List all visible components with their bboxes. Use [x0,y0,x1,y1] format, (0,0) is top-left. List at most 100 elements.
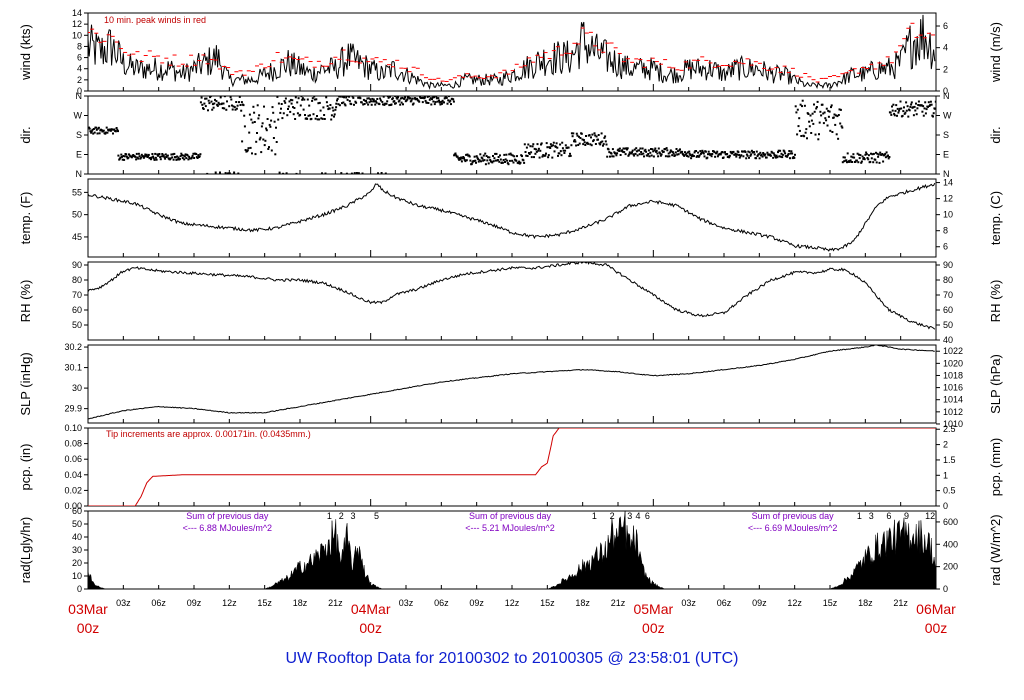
dir-point [137,157,140,160]
dir-point [746,154,749,157]
dir-point [266,118,269,120]
y-tick-label-left: 14 [72,8,82,18]
dir-point [760,153,763,156]
dir-point [736,153,738,156]
ylabel-left-dir: dir. [18,126,33,143]
dir-point [378,103,381,106]
dir-point [554,145,557,148]
dir-point [152,155,155,158]
dir-point [428,98,431,101]
dir-point [282,112,285,115]
dir-point [397,96,399,99]
dir-point [427,102,430,104]
dir-point [655,149,658,152]
dir-point [183,155,186,158]
dir-point [611,148,614,151]
ylabel-right-pcp: pcp. (mm) [988,438,1003,497]
dir-point [735,155,738,158]
dir-point [483,159,486,162]
dir-point [478,159,481,162]
dir-point [561,147,564,150]
dir-point [207,109,209,112]
hour-marker: 1 [592,511,597,521]
dir-point [460,160,463,163]
dir-point [569,152,571,155]
dir-point [577,144,580,146]
dir-point [125,155,128,158]
dir-point [599,141,602,144]
dir-point [238,96,241,98]
dir-point [659,152,662,155]
dir-point [617,148,620,151]
dir-point [755,150,758,153]
dir-point [521,155,523,158]
dir-point [833,113,836,116]
dir-point [88,126,90,129]
dir-point [333,115,335,118]
dir-point [160,155,163,158]
dir-point [219,96,222,99]
dir-point [578,142,581,145]
hour-marker: 1 [327,511,332,521]
dir-point [651,148,654,151]
y-tick-label-right: 1016 [943,383,963,393]
dir-point [764,153,767,156]
y-tick-label-right: N [943,169,950,179]
dir-point [890,113,893,116]
dir-point [216,103,219,106]
dir-point [379,97,382,100]
dir-point [193,157,196,159]
y-tick-label-left: 29.9 [64,404,82,414]
dir-point [531,145,534,148]
dir-point [176,155,179,158]
dir-point [917,100,920,103]
hour-marker: 12 [925,511,935,521]
dir-point [135,152,138,155]
y-tick-label-right: 1 [943,470,948,480]
dir-point [654,147,657,150]
dir-point [468,155,471,158]
wind-annotation: 10 min. peak winds in red [104,15,206,25]
dir-point [838,108,841,111]
dir-point [697,151,700,154]
dir-point [537,147,540,150]
dir-point [649,151,652,154]
dir-point [552,144,554,147]
dir-point [416,97,419,100]
dir-point [544,154,547,157]
dir-point [287,105,290,108]
y-tick-label-right: 50 [943,320,953,330]
dir-point [228,172,231,174]
dir-point [171,153,174,156]
dir-point [470,163,473,166]
dir-point [690,157,693,160]
dir-point [494,159,497,162]
dir-point [263,144,266,147]
dir-point [738,154,741,156]
dir-point [822,112,825,115]
dir-point [689,154,692,157]
y-tick-label-right: S [943,130,949,140]
hour-marker: 1 [857,511,862,521]
hour-tick-label: 15z [540,598,555,608]
dir-point [530,151,533,154]
dir-point [150,156,153,159]
dir-point [256,104,259,107]
dir-point [365,99,367,102]
dir-point [897,111,900,114]
dir-point [273,120,276,123]
dir-point [242,104,245,107]
dir-point [257,117,260,120]
dir-point [135,158,138,161]
dir-point [445,96,448,99]
y-tick-label-right: 2 [943,64,948,74]
dir-point [140,153,143,156]
dir-point [599,143,602,146]
dir-point [921,110,924,113]
dir-point [626,148,628,151]
dir-point [399,97,402,100]
dir-point [688,152,691,155]
dir-point [328,107,331,110]
dir-point [309,114,311,117]
series-pcp [88,428,936,506]
